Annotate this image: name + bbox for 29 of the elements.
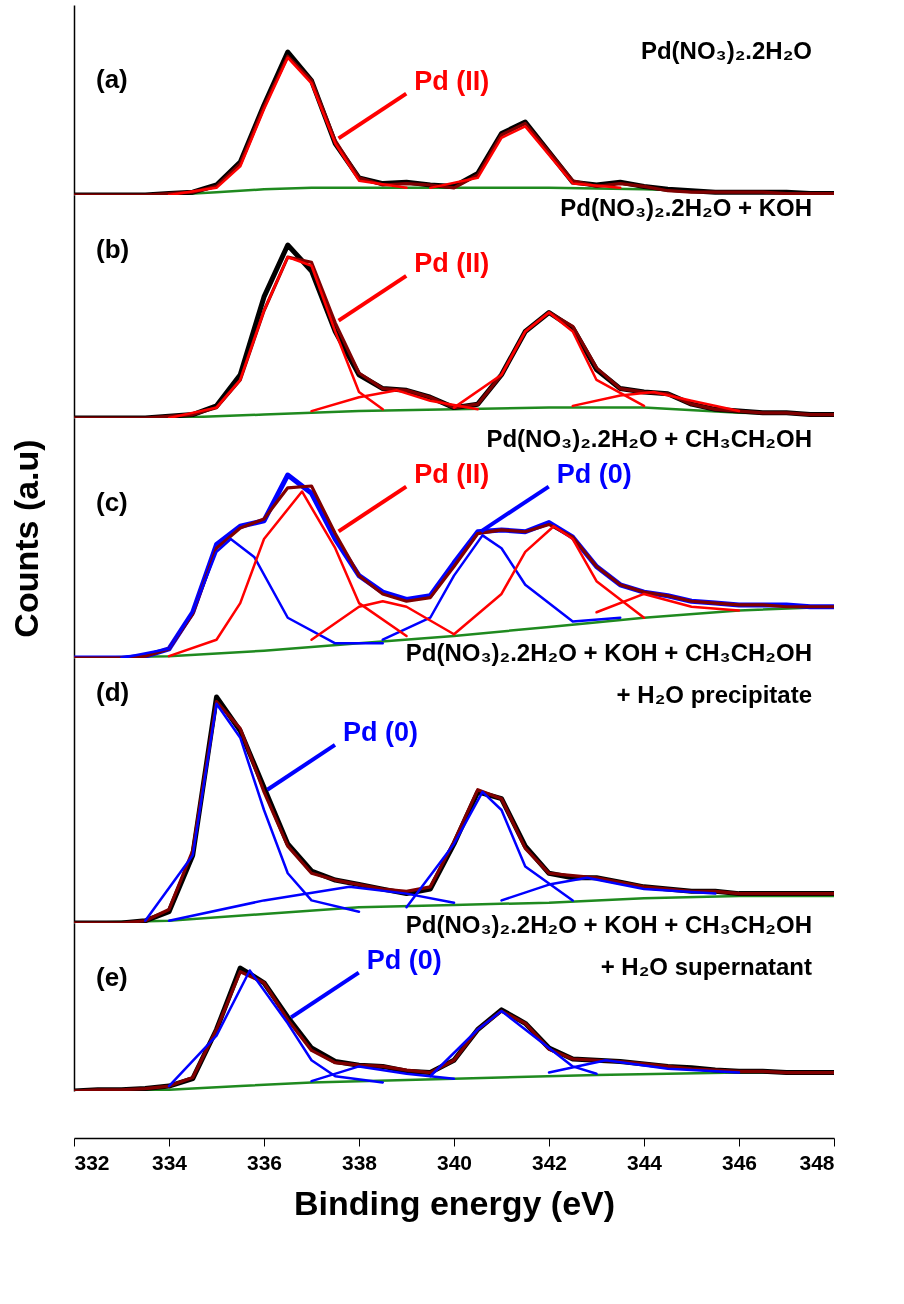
annotation: + H₂O precipitate [616,681,812,708]
x-tick-label: 334 [151,1150,188,1174]
annotation: Pd(NO₃)₂.2H₂O + KOH + CH₃CH₂OH [405,911,812,938]
annotation: Pd (0) [366,944,442,975]
text: Pd(NO₃)₂.2H₂O + CH₃CH₂OH [486,425,812,452]
x-axis-title: Binding energy (eV) [293,1183,616,1222]
x-tick-label: 340 [436,1150,473,1174]
annotation: Pd (0) [343,716,419,747]
annotation: Pd(NO₃)₂.2H₂O + KOH + CH₃CH₂OH [405,639,812,666]
x-tick-label: 336 [246,1150,283,1174]
annotation: Pd (0) [556,458,632,489]
annotation: + H₂O supernatant [600,953,812,980]
annotation: Pd(NO₃)₂.2H₂O + KOH [560,194,812,221]
x-tick-label: 344 [626,1150,663,1174]
annotation: (d) [96,677,130,707]
annotation: (b) [96,234,130,264]
x-tick-label: 342 [531,1150,568,1174]
annotation: Pd (II) [414,65,490,96]
x-tick-label: 338 [341,1150,378,1174]
x-tick-label: 332 [74,1150,110,1174]
annotation: (c) [96,487,128,517]
annotation: Pd(NO₃)₂.2H₂O [640,37,812,64]
x-tick-label: 348 [799,1150,835,1174]
annotation: Pd (II) [414,247,490,278]
x-tick-label: 346 [721,1150,758,1174]
annotation: Pd (II) [414,458,490,489]
annotation: (a) [96,64,128,94]
y-axis-title: Counts (a.u) [6,439,45,638]
annotation: (e) [96,962,128,992]
